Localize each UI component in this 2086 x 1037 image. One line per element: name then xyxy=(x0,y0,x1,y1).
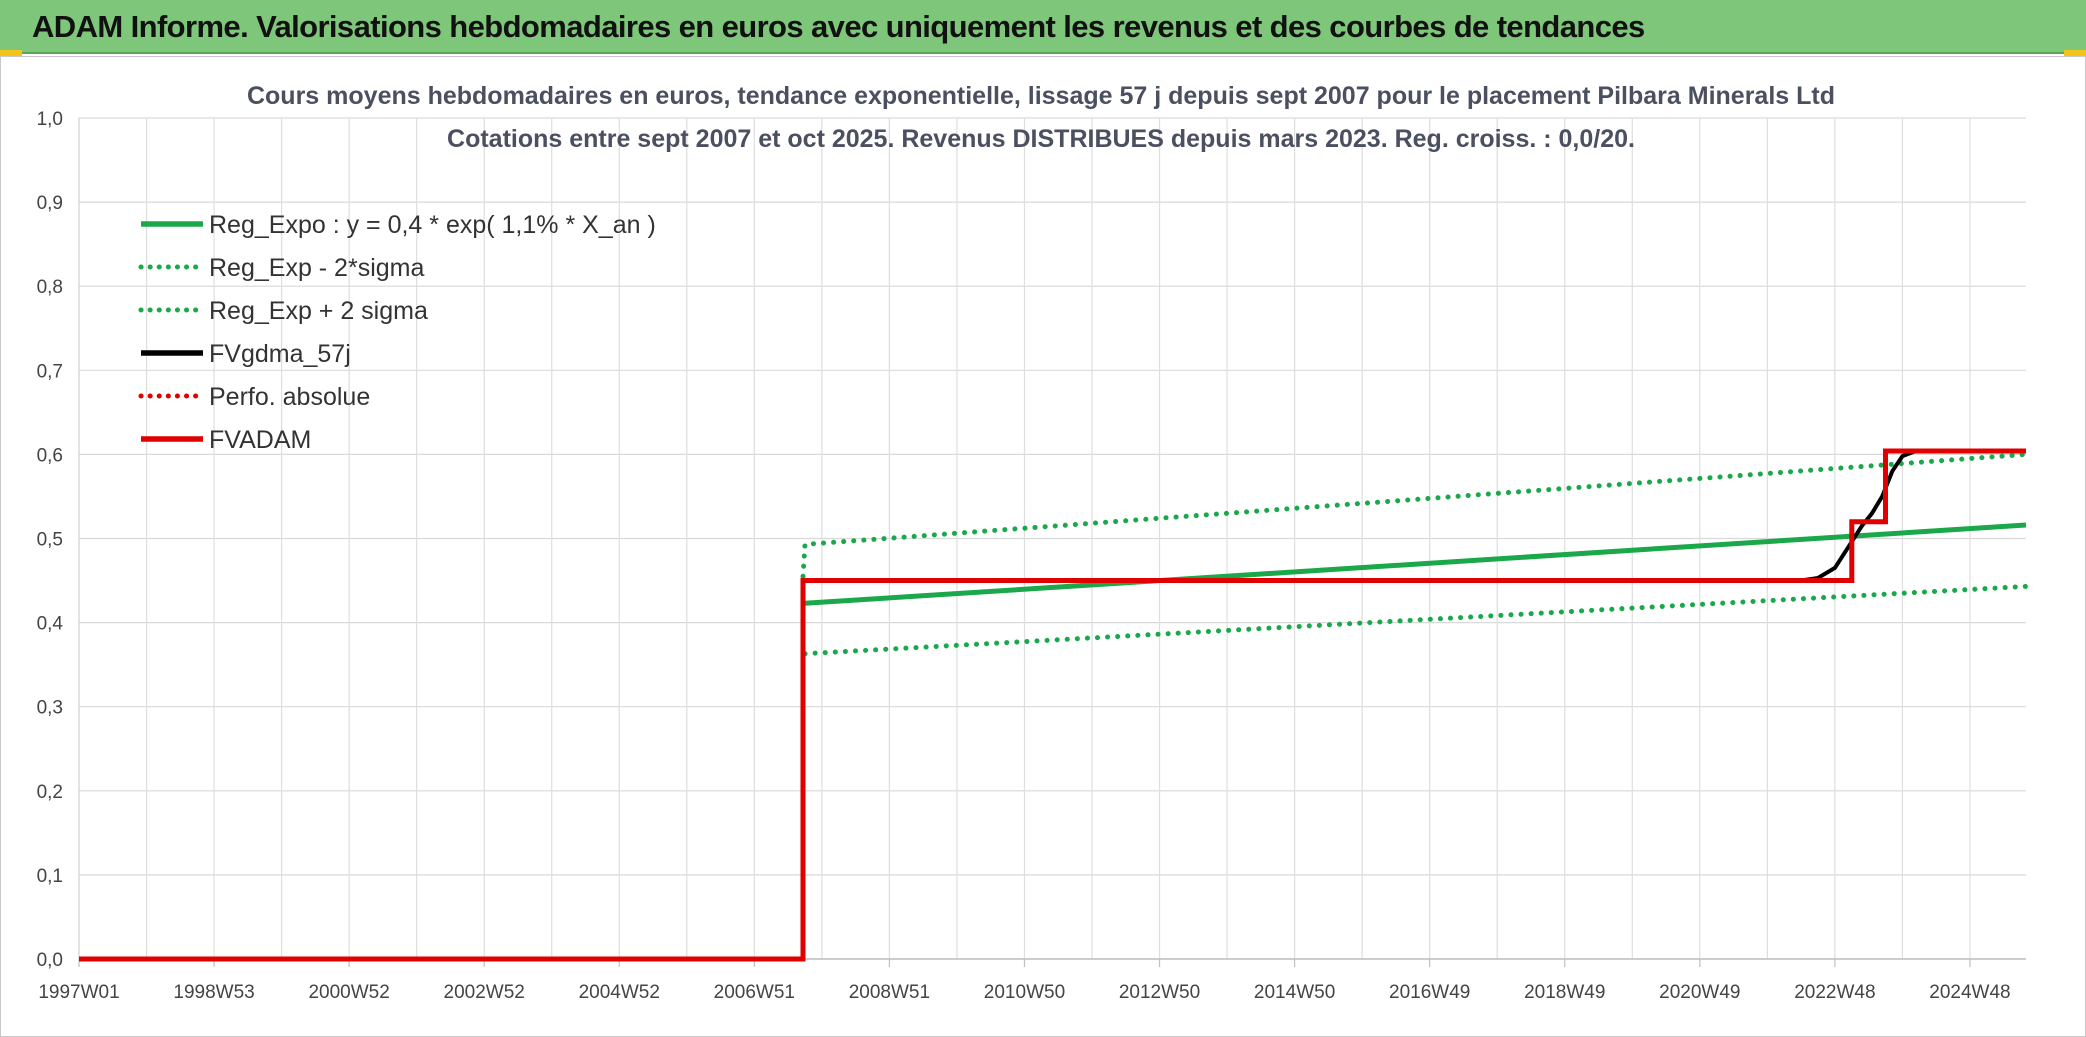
y-tick-label: 0,3 xyxy=(37,698,63,719)
x-tick-label: 2008W51 xyxy=(849,982,930,1003)
legend-label: Reg_Exp + 2 sigma xyxy=(209,297,428,325)
y-tick-label: 0,6 xyxy=(37,445,63,466)
x-tick-label: 2022W48 xyxy=(1794,982,1875,1003)
series-line-reg-expo-y-0-4-exp-1-1-x-an xyxy=(804,522,2027,606)
x-tick-label: 2018W49 xyxy=(1524,982,1605,1003)
x-tick-label: 1998W53 xyxy=(173,982,254,1003)
x-tick-label: 2006W51 xyxy=(714,982,795,1003)
chart-title: Cours moyens hebdomadaires en euros, ten… xyxy=(247,82,1835,110)
series-line-fvadam xyxy=(79,448,2026,962)
legend-label: FVgdma_57j xyxy=(209,340,351,368)
series-line-reg-exp-2-sigma xyxy=(802,583,2029,657)
y-tick-label: 0,9 xyxy=(37,193,63,214)
x-tick-label: 2012W50 xyxy=(1119,982,1200,1003)
x-tick-label: 2004W52 xyxy=(579,982,660,1003)
x-tick-label: 2010W50 xyxy=(984,982,1065,1003)
legend-label: Perfo. absolue xyxy=(209,383,370,411)
corner-marker-left xyxy=(0,50,22,57)
corner-marker-right xyxy=(2064,50,2086,57)
report-title: ADAM Informe. Valorisations hebdomadaire… xyxy=(32,9,1645,44)
legend: Reg_Expo : y = 0,4 * exp( 1,1% * X_an ) R… xyxy=(138,211,656,454)
y-tick-label: 0,8 xyxy=(37,277,63,298)
x-tick-label: 2002W52 xyxy=(444,982,525,1003)
x-tick-label: 2020W49 xyxy=(1659,982,1740,1003)
report-title-bar: ADAM Informe. Valorisations hebdomadaire… xyxy=(0,0,2086,54)
line-chart: 0,0 0,1 0,2 0,3 0,4 0,5 0,6 0,7 0,8 0,9 1,0 1997W01… xyxy=(37,82,2029,1003)
grid xyxy=(79,117,2026,960)
series-line-reg-exp-2-sigma xyxy=(800,451,2029,579)
y-tick-label: 0,5 xyxy=(37,530,63,551)
y-tick-label: 0,0 xyxy=(37,950,63,971)
y-tick-label: 0,1 xyxy=(37,866,63,887)
chart-subtitle: Cotations entre sept 2007 et oct 2025. R… xyxy=(447,125,1635,153)
legend-label: FVADAM xyxy=(209,426,311,454)
x-tick-label: 1997W01 xyxy=(38,982,119,1003)
y-tick-label: 0,4 xyxy=(37,614,64,635)
x-tick-label: 2024W48 xyxy=(1929,982,2010,1003)
legend-label: Reg_Exp - 2*sigma xyxy=(209,254,424,282)
x-tick-label: 2000W52 xyxy=(308,982,389,1003)
x-tick-label: 2014W50 xyxy=(1254,982,1335,1003)
chart-area: 0,0 0,1 0,2 0,3 0,4 0,5 0,6 0,7 0,8 0,9 1,0 1997W01… xyxy=(0,56,2086,1037)
y-tick-label: 0,2 xyxy=(37,782,63,803)
axes: 0,0 0,1 0,2 0,3 0,4 0,5 0,6 0,7 0,8 0,9 1,0 1997W01… xyxy=(37,109,2026,1003)
series-layer xyxy=(79,448,2029,962)
legend-label: Reg_Expo : y = 0,4 * exp( 1,1% * X_an ) xyxy=(209,211,656,239)
y-tick-label: 0,7 xyxy=(37,361,63,382)
y-tick-label: 1,0 xyxy=(37,109,63,130)
x-tick-label: 2016W49 xyxy=(1389,982,1470,1003)
series-line-fvgdma-57j xyxy=(1800,449,2026,583)
